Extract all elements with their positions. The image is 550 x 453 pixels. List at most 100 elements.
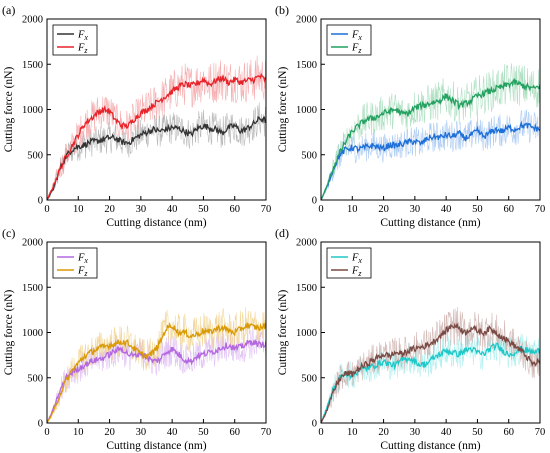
x-tick-label: 10 — [73, 204, 84, 215]
x-tick-label: 0 — [318, 427, 323, 438]
series-line — [47, 72, 266, 200]
y-tick-label: 1000 — [22, 328, 43, 339]
x-tick-label: 0 — [318, 204, 323, 215]
series-raw-trace — [321, 307, 540, 423]
series-raw-trace — [47, 55, 266, 200]
legend-box — [326, 24, 372, 56]
y-axis-label: Cutting force (nN) — [277, 290, 289, 376]
x-tick-label: 70 — [535, 427, 546, 438]
x-tick-label: 20 — [378, 427, 389, 438]
series-raw-trace — [47, 325, 266, 423]
y-tick-label: 0 — [38, 196, 43, 207]
legend-box — [52, 24, 98, 56]
x-tick-label: 60 — [229, 427, 240, 438]
x-tick-label: 30 — [410, 204, 421, 215]
series-raw-trace — [321, 63, 540, 200]
x-tick-label: 70 — [535, 204, 546, 215]
panel-label: (b) — [275, 3, 289, 17]
x-tick-label: 40 — [167, 204, 178, 215]
plot-area — [321, 307, 540, 423]
y-tick-label: 1500 — [296, 60, 317, 71]
plot-area — [321, 63, 540, 200]
x-tick-label: 60 — [503, 427, 514, 438]
legend-entry: Fz — [351, 43, 362, 56]
x-tick-label: 20 — [378, 204, 389, 215]
y-tick-label: 1000 — [296, 105, 317, 116]
legend-box — [326, 247, 372, 279]
x-tick-label: 20 — [104, 204, 115, 215]
x-tick-label: 20 — [104, 427, 115, 438]
x-axis-label: Cutting distance (nm) — [380, 440, 480, 452]
x-tick-label: 10 — [73, 427, 84, 438]
y-tick-label: 1000 — [22, 105, 43, 116]
chart-panel: 0 10 20 30 40 50 60 70 0 500 1000 1500 2000 Cutting d… — [275, 3, 545, 229]
x-tick-label: 30 — [410, 427, 421, 438]
y-tick-label: 500 — [301, 373, 317, 384]
x-tick-label: 0 — [44, 204, 49, 215]
legend-entry: Fx — [77, 30, 88, 43]
x-tick-label: 60 — [503, 204, 514, 215]
y-tick-label: 2000 — [296, 15, 317, 26]
x-axis-label: Cutting distance (nm) — [106, 440, 206, 452]
x-tick-label: 50 — [472, 427, 483, 438]
plot-area — [47, 306, 266, 423]
x-tick-label: 70 — [261, 427, 272, 438]
series-raw-trace — [321, 109, 540, 200]
series-line — [47, 339, 266, 423]
y-tick-label: 0 — [312, 196, 317, 207]
y-tick-label: 1500 — [296, 283, 317, 294]
x-tick-label: 30 — [136, 204, 147, 215]
panel-label: (a) — [2, 3, 15, 17]
series-raw-trace — [47, 306, 266, 423]
x-tick-label: 10 — [347, 204, 358, 215]
x-tick-label: 30 — [136, 427, 147, 438]
plot-area — [47, 55, 266, 200]
x-tick-label: 10 — [347, 427, 358, 438]
y-tick-label: 500 — [27, 150, 43, 161]
series-line — [321, 342, 540, 423]
y-tick-label: 500 — [27, 373, 43, 384]
y-tick-label: 2000 — [22, 15, 43, 26]
legend-entry: Fx — [351, 30, 362, 43]
panel-label: (d) — [275, 226, 289, 240]
chart-panel: 0 10 20 30 40 50 60 70 0 500 1000 1500 2000 Cutting d… — [275, 226, 545, 452]
legend-entry: Fx — [77, 253, 88, 266]
y-tick-label: 0 — [312, 419, 317, 430]
y-axis-label: Cutting force (nN) — [3, 67, 15, 153]
x-tick-label: 40 — [441, 427, 452, 438]
x-axis-label: Cutting distance (nm) — [106, 217, 206, 229]
chart-panel: 0 10 20 30 40 50 60 70 0 500 1000 1500 2000 Cutting d… — [2, 226, 271, 452]
series-line — [47, 116, 266, 200]
series-line — [47, 322, 266, 423]
y-tick-label: 2000 — [22, 238, 43, 249]
chart-panel: 0 10 20 30 40 50 60 70 0 500 1000 1500 2000 Cutting d… — [2, 3, 271, 229]
x-tick-label: 50 — [198, 427, 209, 438]
legend-entry: Fz — [77, 266, 88, 279]
y-tick-label: 2000 — [296, 238, 317, 249]
x-tick-label: 40 — [441, 204, 452, 215]
x-tick-label: 50 — [198, 204, 209, 215]
legend-box — [52, 247, 98, 279]
legend-entry: Fz — [351, 266, 362, 279]
y-axis-label: Cutting force (nN) — [277, 67, 289, 153]
series-line — [321, 77, 540, 200]
y-tick-label: 1500 — [22, 60, 43, 71]
x-tick-label: 60 — [229, 204, 240, 215]
y-tick-label: 500 — [301, 150, 317, 161]
series-line — [321, 120, 540, 200]
x-tick-label: 50 — [472, 204, 483, 215]
legend-entry: Fx — [351, 253, 362, 266]
y-tick-label: 1500 — [22, 283, 43, 294]
panel-label: (c) — [2, 226, 15, 240]
x-tick-label: 0 — [44, 427, 49, 438]
x-axis-label: Cutting distance (nm) — [380, 217, 480, 229]
y-axis-label: Cutting force (nN) — [3, 290, 15, 376]
x-tick-label: 40 — [167, 427, 178, 438]
legend-entry: Fz — [77, 43, 88, 56]
y-tick-label: 0 — [38, 419, 43, 430]
